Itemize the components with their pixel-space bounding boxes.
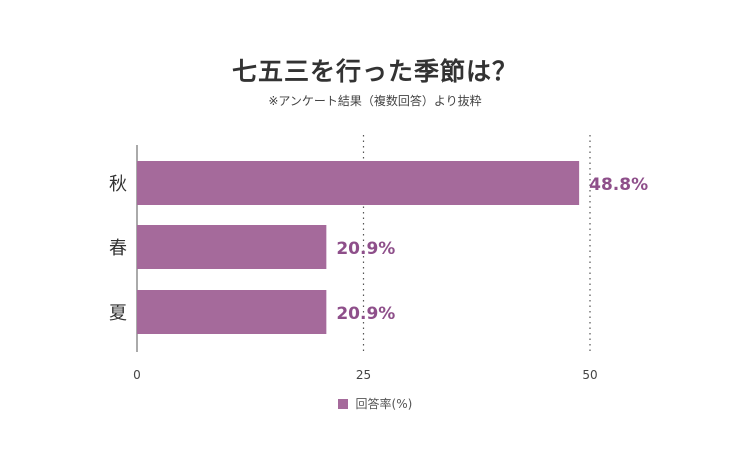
- category-label: 夏: [109, 303, 127, 324]
- legend-swatch: [337, 399, 348, 409]
- x-tick-label: 0: [133, 368, 141, 382]
- x-tick-label: 50: [582, 368, 597, 382]
- data-label: 20.9%: [336, 304, 395, 324]
- category-label: 春: [109, 238, 127, 259]
- x-tick-label: 25: [356, 368, 371, 382]
- data-label: 20.9%: [336, 239, 395, 259]
- chart-subtitle: ※アンケート結果（複数回答）より抜粋: [268, 94, 482, 108]
- legend: 回答率(%): [0, 395, 750, 412]
- bar-2: [137, 290, 327, 334]
- bar-1: [137, 225, 327, 269]
- data-label: 48.8%: [589, 175, 648, 195]
- bar-0: [137, 161, 580, 205]
- chart-title: 七五三を行った季節は？: [231, 57, 518, 86]
- legend-label: 回答率(%): [355, 397, 413, 411]
- category-label: 秋: [109, 174, 127, 195]
